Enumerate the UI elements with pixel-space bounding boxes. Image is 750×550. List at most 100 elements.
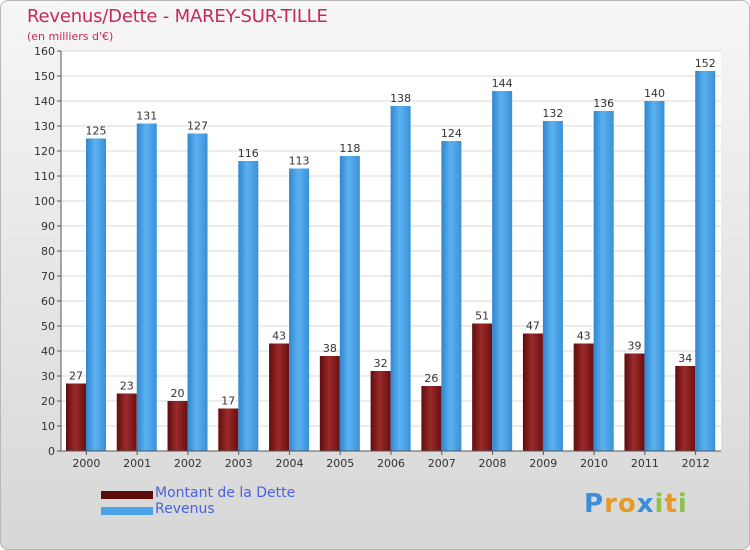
x-tick-label-2006: 2006 <box>377 457 405 470</box>
bar-dette-2005 <box>319 356 340 451</box>
x-tick-label-2002: 2002 <box>174 457 202 470</box>
y-tick-label: 110 <box>34 170 55 183</box>
x-tick-label-2010: 2010 <box>580 457 608 470</box>
bar-revenus-2007 <box>441 141 462 451</box>
bar-revenus-2003 <box>238 161 259 451</box>
data-label-revenus-2006: 138 <box>390 92 411 105</box>
y-tick-label: 60 <box>41 295 55 308</box>
data-label-revenus-2000: 125 <box>86 125 107 138</box>
y-tick-label: 70 <box>41 270 55 283</box>
bar-revenus-2009 <box>542 121 563 451</box>
bar-dette-2009 <box>522 333 543 451</box>
data-label-revenus-2004: 113 <box>289 155 310 168</box>
bar-dette-2007 <box>421 386 442 451</box>
bar-dette-2000 <box>66 383 86 451</box>
bar-dette-2010 <box>573 343 594 451</box>
bars-layer <box>66 71 716 451</box>
data-label-dette-2007: 26 <box>424 372 438 385</box>
bar-dette-2012 <box>675 366 696 451</box>
x-tick-label-2001: 2001 <box>123 457 151 470</box>
logo-letter: t <box>664 489 678 519</box>
data-label-revenus-2009: 132 <box>542 107 563 120</box>
data-label-dette-2006: 32 <box>374 357 388 370</box>
data-label-dette-2012: 34 <box>678 352 692 365</box>
chart-title: Revenus/Dette - MAREY-SUR-TILLE <box>27 6 328 27</box>
data-label-revenus-2012: 152 <box>695 57 716 70</box>
data-label-revenus-2010: 136 <box>593 97 614 110</box>
data-label-dette-2009: 47 <box>526 320 540 333</box>
labels-layer: 27 125 23 131 20 127 17 116 43 113 38 118 32 138 26 124… <box>69 57 716 408</box>
bar-revenus-2002 <box>187 133 208 451</box>
x-tick-label-2012: 2012 <box>682 457 710 470</box>
y-tick-label: 30 <box>41 370 55 383</box>
data-label-dette-2001: 23 <box>120 380 134 393</box>
axis-layer: 0 10 20 30 40 50 60 70 80 90 100 110 120 130 140 150 160… <box>34 45 721 470</box>
logo-letter: x <box>636 489 655 519</box>
data-label-revenus-2011: 140 <box>644 87 665 100</box>
y-tick-label: 130 <box>34 120 55 133</box>
legend-swatch-revenus <box>101 507 153 515</box>
y-tick-label: 10 <box>41 420 55 433</box>
bar-revenus-2000 <box>86 138 106 451</box>
x-tick-label-2003: 2003 <box>225 457 253 470</box>
bar-revenus-2008 <box>492 91 513 451</box>
data-label-dette-2010: 43 <box>577 330 591 343</box>
logo-letter: i <box>654 489 665 519</box>
bar-dette-2011 <box>624 353 645 451</box>
y-tick-label: 160 <box>34 45 55 58</box>
data-label-revenus-2007: 124 <box>441 127 462 140</box>
bar-dette-2008 <box>472 323 493 451</box>
y-tick-label: 90 <box>41 220 55 233</box>
bar-revenus-2005 <box>339 156 360 451</box>
bar-revenus-2012 <box>695 71 716 451</box>
x-tick-label-2011: 2011 <box>631 457 659 470</box>
proxiti-logo: Proxiti <box>584 489 688 519</box>
x-tick-label-2008: 2008 <box>479 457 507 470</box>
bar-revenus-2010 <box>593 111 614 451</box>
y-tick-label: 150 <box>34 70 55 83</box>
data-label-dette-2003: 17 <box>221 395 235 408</box>
x-tick-label-2007: 2007 <box>428 457 456 470</box>
bar-revenus-2001 <box>136 123 157 451</box>
data-label-dette-2005: 38 <box>323 342 337 355</box>
y-tick-label: 40 <box>41 345 55 358</box>
data-label-revenus-2008: 144 <box>492 77 513 90</box>
bar-revenus-2004 <box>289 168 310 451</box>
legend-swatch-dette <box>101 491 153 499</box>
x-tick-label-2009: 2009 <box>529 457 557 470</box>
y-tick-label: 120 <box>34 145 55 158</box>
data-label-revenus-2002: 127 <box>187 120 208 133</box>
legend-label-revenus: Revenus <box>155 501 215 517</box>
chart-subtitle: (en milliers d'€) <box>27 30 114 43</box>
bar-dette-2002 <box>167 401 188 451</box>
y-tick-label: 20 <box>41 395 55 408</box>
logo-letter: i <box>677 489 688 519</box>
data-label-dette-2002: 20 <box>171 387 185 400</box>
legend-label-dette: Montant de la Dette <box>155 485 296 501</box>
bar-dette-2001 <box>116 393 137 451</box>
y-tick-label: 140 <box>34 95 55 108</box>
data-label-dette-2008: 51 <box>475 310 489 323</box>
logo-letter: P <box>584 489 605 519</box>
y-tick-label: 100 <box>34 195 55 208</box>
data-label-dette-2004: 43 <box>272 330 286 343</box>
data-label-dette-2011: 39 <box>627 340 641 353</box>
y-tick-label: 50 <box>41 320 55 333</box>
bar-dette-2006 <box>370 371 391 451</box>
data-label-revenus-2005: 118 <box>339 142 360 155</box>
y-tick-label: 80 <box>41 245 55 258</box>
bar-revenus-2011 <box>644 101 665 451</box>
bar-revenus-2006 <box>390 106 411 451</box>
data-label-revenus-2003: 116 <box>238 147 259 160</box>
logo-letter: o <box>617 489 637 519</box>
y-tick-label: 0 <box>48 445 55 458</box>
x-tick-label-2004: 2004 <box>275 457 303 470</box>
data-label-revenus-2001: 131 <box>136 110 157 123</box>
data-label-dette-2000: 27 <box>69 370 83 383</box>
x-tick-label-2005: 2005 <box>326 457 354 470</box>
bar-dette-2003 <box>218 408 239 451</box>
logo-letter: r <box>604 489 618 519</box>
bar-dette-2004 <box>269 343 290 451</box>
